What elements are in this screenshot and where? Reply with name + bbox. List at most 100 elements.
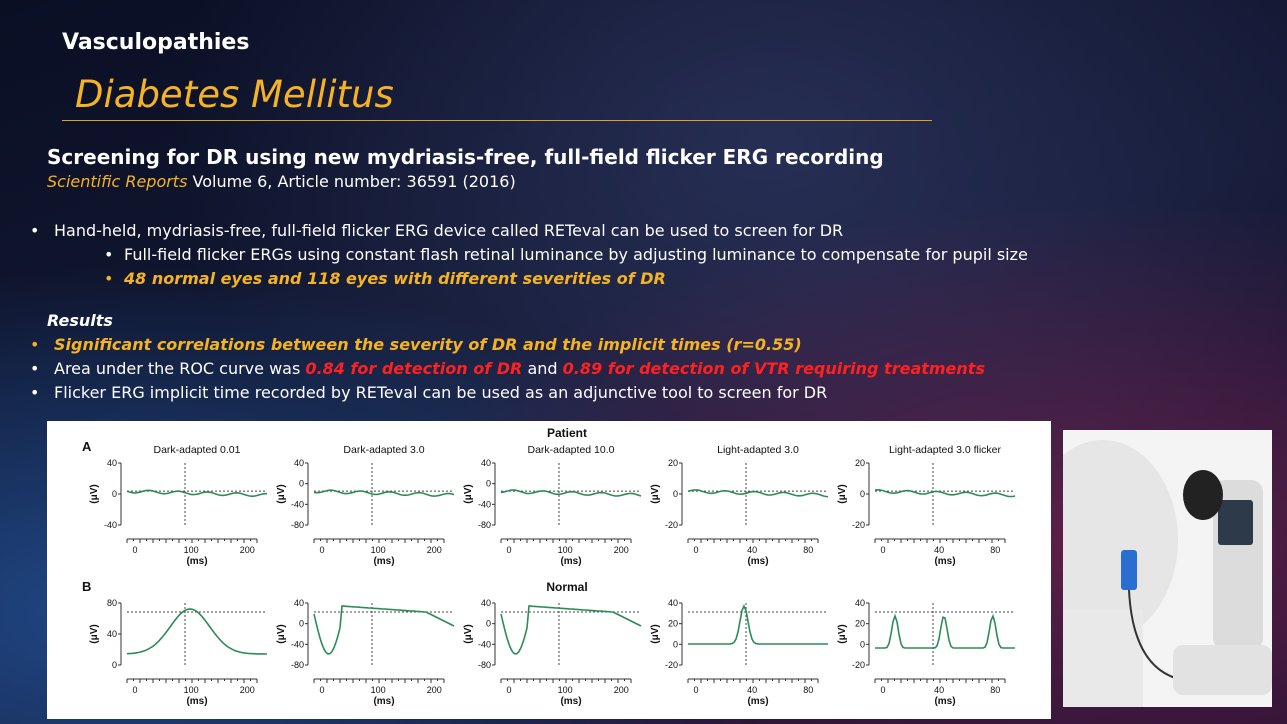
results-heading: Results — [47, 311, 113, 330]
section-title: Vasculopathies — [62, 30, 249, 55]
x-axis-label: (ms) — [186, 696, 207, 707]
x-tick-label: 100 — [184, 685, 199, 695]
bullet: 48 normal eyes and 118 eyes with differe… — [30, 267, 1028, 291]
bullet-text: Significant correlations between the sev… — [54, 335, 802, 354]
bullet: Significant correlations between the sev… — [30, 333, 985, 357]
y-tick-label: 0 — [299, 479, 304, 489]
citation: Scientific Reports Volume 6, Article num… — [47, 172, 516, 191]
y-tick-label: -20 — [665, 660, 678, 670]
y-tick-label: 0 — [673, 639, 678, 649]
bullet-text: Full-field flicker ERGs using constant f… — [124, 245, 1028, 264]
y-tick-label: 40 — [294, 458, 304, 468]
y-tick-label: -40 — [478, 499, 491, 509]
y-axis-label: (μV) — [89, 624, 100, 643]
bullet: Hand-held, mydriasis-free, full-field fl… — [30, 219, 1028, 243]
citation-detail: Volume 6, Article number: 36591 (2016) — [187, 172, 515, 191]
x-tick-label: 0 — [880, 545, 885, 555]
x-axis-label: (ms) — [186, 556, 207, 567]
y-tick-label: -20 — [665, 520, 678, 530]
x-tick-label: 0 — [319, 545, 324, 555]
y-tick-label: -20 — [852, 660, 865, 670]
x-tick-label: 40 — [747, 545, 757, 555]
x-tick-label: 100 — [558, 685, 573, 695]
device-eyecup — [1183, 470, 1223, 520]
x-tick-label: 0 — [693, 685, 698, 695]
x-tick-label: 0 — [319, 685, 324, 695]
y-tick-label: 0 — [486, 479, 491, 489]
x-tick-label: 100 — [184, 545, 199, 555]
x-axis-label: (ms) — [934, 556, 955, 567]
bullet-text: Flicker ERG implicit time recorded by RE… — [54, 383, 827, 402]
x-tick-label: 200 — [240, 545, 255, 555]
y-tick-label: 80 — [107, 598, 117, 608]
y-tick-label: 20 — [668, 619, 678, 629]
x-tick-label: 200 — [240, 685, 255, 695]
device-dock — [1173, 645, 1272, 695]
x-axis-label: (ms) — [747, 556, 768, 567]
x-tick-label: 80 — [803, 545, 813, 555]
y-tick-label: 0 — [299, 619, 304, 629]
y-tick-label: -80 — [291, 520, 304, 530]
x-tick-label: 0 — [506, 685, 511, 695]
y-axis-label: (μV) — [89, 484, 100, 503]
y-tick-label: -80 — [291, 660, 304, 670]
y-tick-label: 0 — [860, 639, 865, 649]
bullet-list: Hand-held, mydriasis-free, full-field fl… — [30, 219, 1028, 291]
x-tick-label: 0 — [693, 545, 698, 555]
y-axis-label: (μV) — [463, 484, 474, 503]
bullet: Area under the ROC curve was 0.84 for de… — [30, 357, 985, 381]
y-axis-label: (μV) — [837, 484, 848, 503]
row-label: A — [82, 439, 92, 454]
y-tick-label: 0 — [673, 489, 678, 499]
sensor-strip — [1121, 550, 1137, 590]
x-tick-label: 80 — [990, 685, 1000, 695]
row-label: B — [82, 579, 91, 594]
y-tick-label: -80 — [478, 520, 491, 530]
y-tick-label: 40 — [294, 598, 304, 608]
x-tick-label: 100 — [558, 545, 573, 555]
y-tick-label: -40 — [291, 639, 304, 649]
bullet-text: Area under the ROC curve was — [54, 359, 305, 378]
x-tick-label: 40 — [934, 685, 944, 695]
y-tick-label: 20 — [855, 619, 865, 629]
y-tick-label: -40 — [291, 499, 304, 509]
panel-title: Dark-adapted 10.0 — [528, 444, 615, 456]
x-tick-label: 0 — [880, 685, 885, 695]
y-tick-label: 40 — [481, 598, 491, 608]
study-title: Screening for DR using new mydriasis-fre… — [47, 145, 884, 169]
panel-title: Light-adapted 3.0 — [717, 444, 799, 456]
device-screen — [1218, 500, 1253, 545]
y-tick-label: 40 — [855, 598, 865, 608]
y-tick-label: 40 — [107, 458, 117, 468]
x-tick-label: 200 — [427, 685, 442, 695]
x-axis-label: (ms) — [373, 696, 394, 707]
bullet-text: Hand-held, mydriasis-free, full-field fl… — [54, 221, 843, 240]
device-photo — [1063, 430, 1272, 707]
x-tick-label: 200 — [427, 545, 442, 555]
x-axis-label: (ms) — [934, 696, 955, 707]
y-tick-label: -40 — [478, 639, 491, 649]
x-axis-label: (ms) — [747, 696, 768, 707]
x-tick-label: 0 — [132, 545, 137, 555]
x-axis-label: (ms) — [560, 696, 581, 707]
x-tick-label: 100 — [371, 545, 386, 555]
y-tick-label: 0 — [112, 489, 117, 499]
y-axis-label: (μV) — [463, 624, 474, 643]
y-tick-label: -20 — [852, 520, 865, 530]
y-tick-label: 40 — [107, 629, 117, 639]
panel-title: Dark-adapted 0.01 — [154, 444, 241, 456]
row-heading: Normal — [546, 580, 587, 594]
panel-title: Dark-adapted 3.0 — [343, 444, 424, 456]
neck-model — [1063, 610, 1143, 707]
x-tick-label: 0 — [506, 545, 511, 555]
y-tick-label: 20 — [668, 458, 678, 468]
y-tick-label: -80 — [478, 660, 491, 670]
x-tick-label: 80 — [803, 685, 813, 695]
y-tick-label: 20 — [855, 458, 865, 468]
x-tick-label: 40 — [934, 545, 944, 555]
y-tick-label: 0 — [486, 619, 491, 629]
y-tick-label: 40 — [668, 598, 678, 608]
slide: Vasculopathies Diabetes Mellitus Screeni… — [0, 0, 1287, 724]
y-tick-label: -40 — [104, 520, 117, 530]
